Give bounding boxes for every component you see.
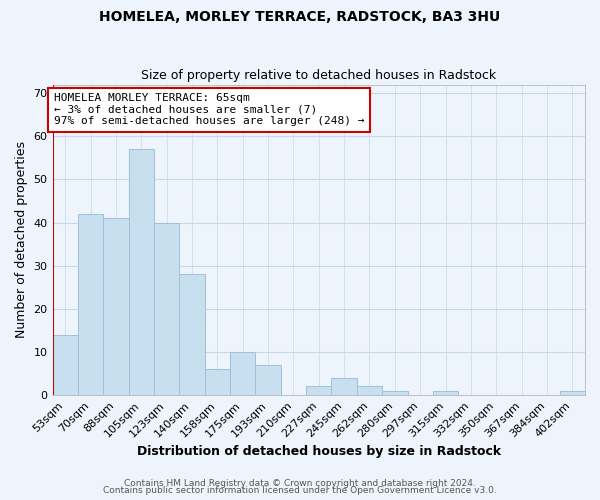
Text: HOMELEA MORLEY TERRACE: 65sqm
← 3% of detached houses are smaller (7)
97% of sem: HOMELEA MORLEY TERRACE: 65sqm ← 3% of de… bbox=[54, 93, 364, 126]
Text: Contains public sector information licensed under the Open Government Licence v3: Contains public sector information licen… bbox=[103, 486, 497, 495]
Bar bbox=[306, 386, 331, 395]
Bar bbox=[230, 352, 256, 395]
Bar bbox=[53, 334, 78, 395]
Bar bbox=[154, 222, 179, 395]
Bar bbox=[78, 214, 103, 395]
X-axis label: Distribution of detached houses by size in Radstock: Distribution of detached houses by size … bbox=[137, 444, 501, 458]
Bar bbox=[433, 391, 458, 395]
Bar bbox=[357, 386, 382, 395]
Bar bbox=[128, 150, 154, 395]
Title: Size of property relative to detached houses in Radstock: Size of property relative to detached ho… bbox=[141, 69, 496, 82]
Y-axis label: Number of detached properties: Number of detached properties bbox=[15, 142, 28, 338]
Bar bbox=[560, 391, 585, 395]
Bar bbox=[256, 365, 281, 395]
Bar bbox=[179, 274, 205, 395]
Bar bbox=[382, 391, 407, 395]
Text: Contains HM Land Registry data © Crown copyright and database right 2024.: Contains HM Land Registry data © Crown c… bbox=[124, 478, 476, 488]
Bar bbox=[103, 218, 128, 395]
Text: HOMELEA, MORLEY TERRACE, RADSTOCK, BA3 3HU: HOMELEA, MORLEY TERRACE, RADSTOCK, BA3 3… bbox=[100, 10, 500, 24]
Bar bbox=[331, 378, 357, 395]
Bar bbox=[205, 369, 230, 395]
